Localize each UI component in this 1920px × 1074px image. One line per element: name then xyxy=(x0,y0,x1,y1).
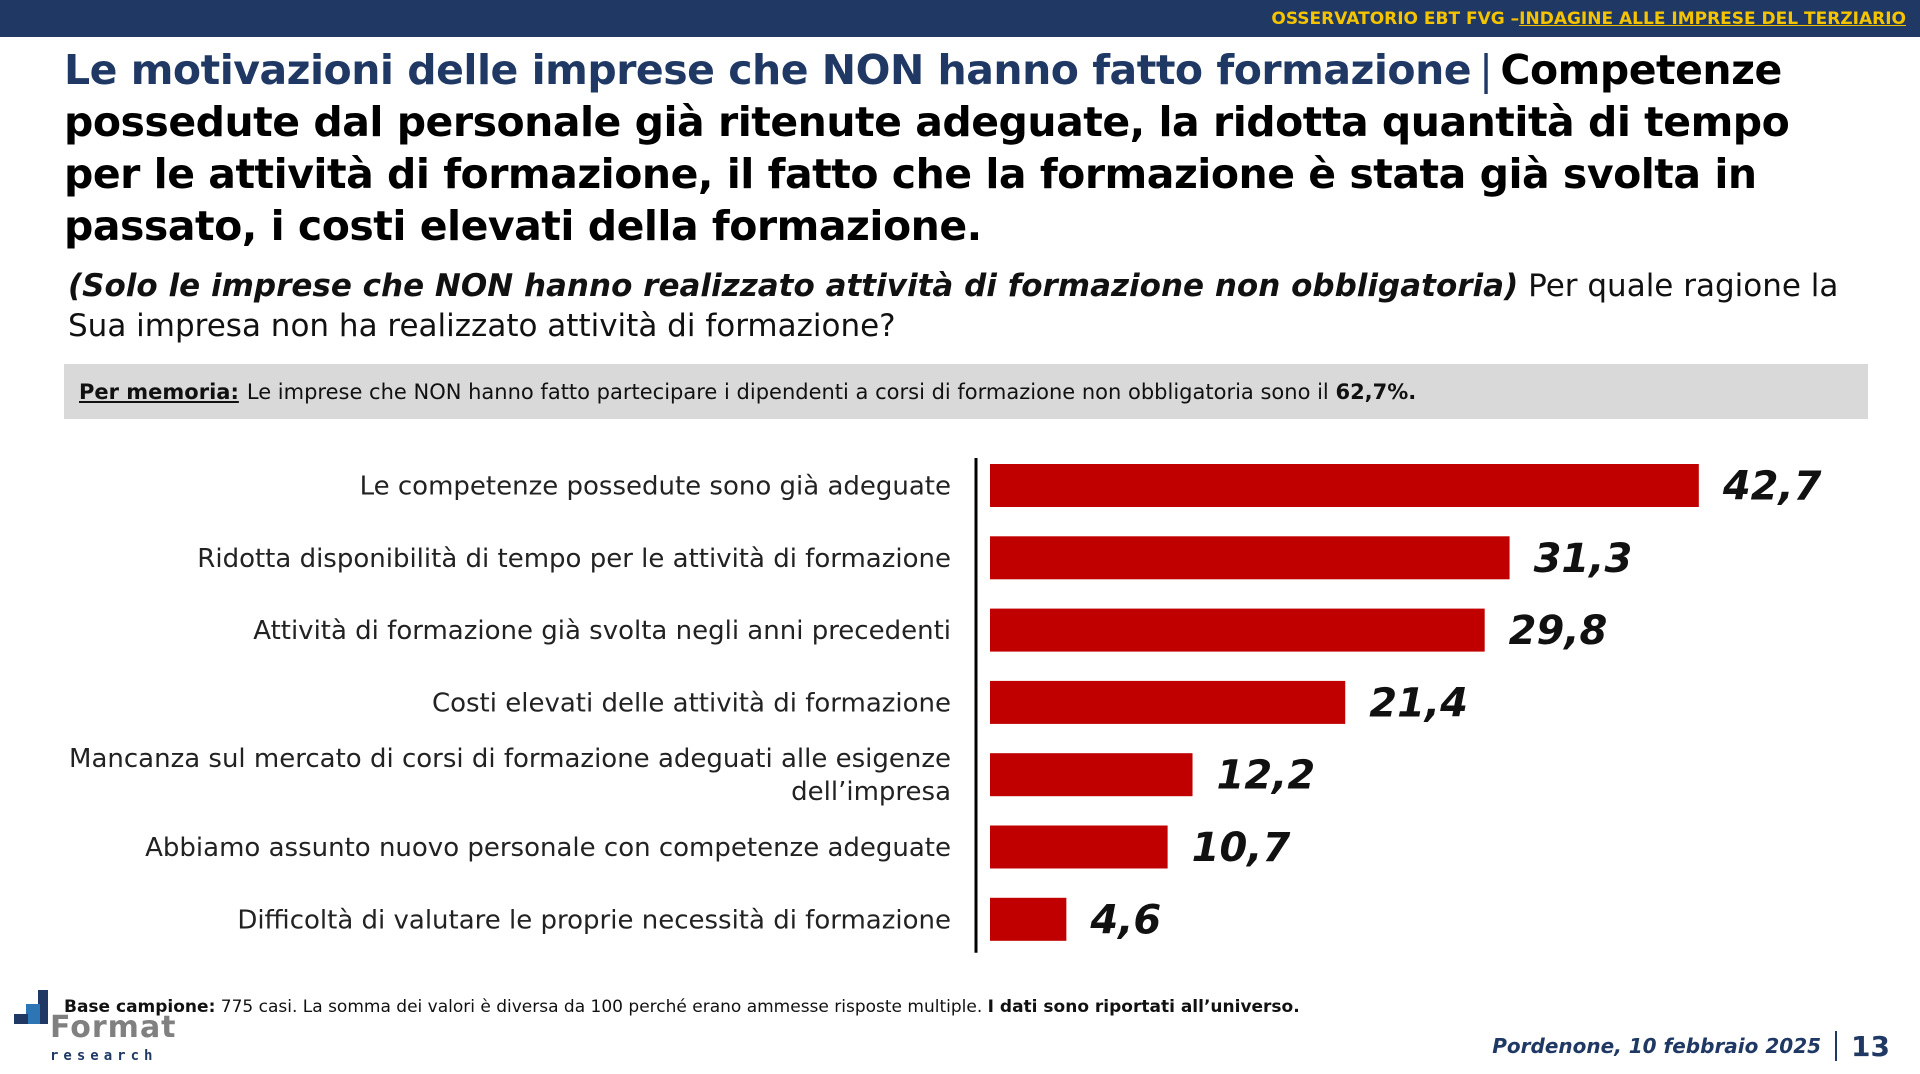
sample-text: 775 casi. La somma dei valori è diversa … xyxy=(220,997,983,1017)
bar-value-label-1: 42,7 xyxy=(1722,464,1822,510)
sample-bold-note: I dati sono riportati all’universo. xyxy=(987,997,1300,1017)
logo-word: Format xyxy=(50,1010,177,1045)
bar-value-label-5: 12,2 xyxy=(1217,753,1316,799)
memo-label: Per memoria: xyxy=(79,379,239,404)
title-separator: | xyxy=(1479,46,1493,94)
bar-1 xyxy=(990,464,1699,507)
category-label-2: Ridotta disponibilità di tempo per le at… xyxy=(197,544,951,574)
logo-sub: research xyxy=(50,1048,158,1064)
bar-4 xyxy=(990,680,1346,724)
banner-link[interactable]: INDAGINE ALLE IMPRESE DEL TERZIARIO xyxy=(1519,8,1906,29)
bar-value-label-7: 4,6 xyxy=(1089,897,1161,943)
bar-5 xyxy=(990,753,1193,797)
title-detail: Competenze possedute dal personale già r… xyxy=(64,46,1790,250)
category-label-4: Costi elevati delle attività di formazio… xyxy=(432,688,951,718)
sample-note: Base campione: 775 casi. La somma dei va… xyxy=(64,997,1300,1017)
bar-3 xyxy=(990,608,1485,652)
memo-box: Per memoria: Le imprese che NON hanno fa… xyxy=(64,364,1868,419)
format-research-logo: Format research xyxy=(14,990,189,1065)
page-title: Le motivazioni delle imprese che NON han… xyxy=(64,44,1854,252)
memo-value: 62,7%. xyxy=(1335,379,1417,404)
bar-value-label-4: 21,4 xyxy=(1369,680,1468,726)
memo-text: Le imprese che NON hanno fatto partecipa… xyxy=(246,379,1329,404)
category-label-1: Le competenze possedute sono già adeguat… xyxy=(360,472,951,502)
place-date: Pordenone, 10 febbraio 2025 xyxy=(1492,1034,1822,1058)
category-label-5-line-1: Mancanza sul mercato di corsi di formazi… xyxy=(69,744,951,774)
category-label-7: Difficoltà di valutare le proprie necess… xyxy=(237,905,951,935)
survey-question: (Solo le imprese che NON hanno realizzat… xyxy=(68,266,1858,346)
question-condition: (Solo le imprese che NON hanno realizzat… xyxy=(68,268,1519,304)
bar-value-label-2: 31,3 xyxy=(1534,536,1633,582)
bar-value-label-3: 29,8 xyxy=(1509,608,1608,654)
bar-6 xyxy=(990,825,1168,869)
category-label-5-line-2: dell’impresa xyxy=(791,777,951,807)
top-banner: OSSERVATORIO EBT FVG – INDAGINE ALLE IMP… xyxy=(0,0,1920,37)
sample-label: Base campione: xyxy=(64,997,216,1017)
category-label-3: Attività di formazione già svolta negli … xyxy=(253,616,951,646)
category-label-6: Abbiamo assunto nuovo personale con comp… xyxy=(145,833,951,863)
logo-mark-icon xyxy=(14,990,48,1024)
footer-right: Pordenone, 10 febbraio 2025 13 xyxy=(1492,1026,1890,1066)
bar-chart: 42,7 Le competenze possedute sono già ade… xyxy=(69,458,1822,953)
question-text: Per quale ragione la Sua impresa non ha … xyxy=(68,268,1839,344)
footer-divider xyxy=(1835,1031,1838,1061)
page-number: 13 xyxy=(1851,1029,1890,1063)
title-main: Le motivazioni delle imprese che NON han… xyxy=(64,46,1472,94)
banner-prefix: OSSERVATORIO EBT FVG – xyxy=(1271,8,1520,29)
bar-7 xyxy=(990,897,1067,941)
bar-value-label-6: 10,7 xyxy=(1192,825,1291,871)
bar-2 xyxy=(990,536,1510,580)
